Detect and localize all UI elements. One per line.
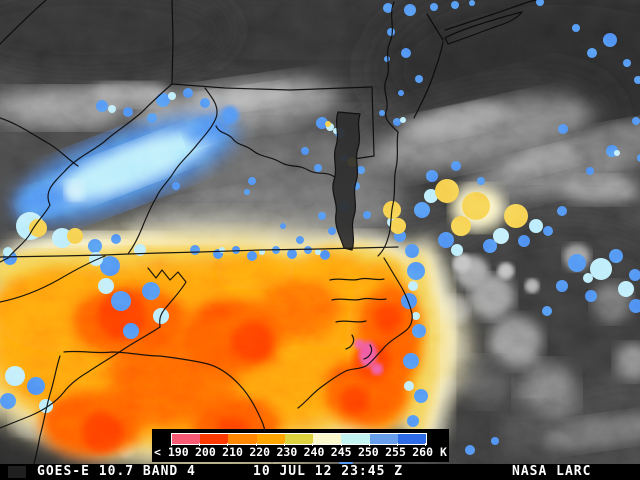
legend-tick-label: 220 <box>249 445 271 459</box>
legend-tick-label: 255 <box>385 445 406 459</box>
legend-tick-label: 260 K <box>412 445 447 459</box>
legend-tick-label: 210 <box>222 445 243 459</box>
legend-color-segment <box>200 434 229 444</box>
legend-color-segment <box>313 434 342 444</box>
legend-tick-marks <box>171 443 427 446</box>
legend-color-segment <box>172 434 201 444</box>
legend-color-segment <box>369 434 398 444</box>
legend-tick-labels: < 190 200 210 220 230 240 245 250 255 26… <box>154 446 447 459</box>
legend-color-segment <box>284 434 314 444</box>
legend-colorbar <box>171 433 427 445</box>
status-timestamp: 10 JUL 12 23:45 Z <box>253 464 404 479</box>
legend-tick-label: 200 <box>195 445 216 459</box>
legend-tick-label: 230 <box>276 445 298 459</box>
temperature-legend: < 190 200 210 220 230 240 245 250 255 26… <box>152 429 449 462</box>
legend-color-segment <box>256 434 285 444</box>
legend-tick-label: 240 <box>303 445 325 459</box>
legend-tick-label: 250 <box>357 445 379 459</box>
legend-tick-label: 245 <box>330 445 352 459</box>
legend-color-segment <box>341 434 370 444</box>
legend-tick-label: < 190 <box>154 445 189 459</box>
legend-color-segment <box>228 434 257 444</box>
cloud-texture-overlay <box>0 0 640 464</box>
satellite-image-canvas <box>0 0 640 464</box>
status-bar: GOES-E 10.7 BAND 4 10 JUL 12 23:45 Z NAS… <box>0 464 640 480</box>
state-borders <box>0 0 537 464</box>
satellite-map: < 190 200 210 220 230 240 245 250 255 26… <box>0 0 640 464</box>
status-logo-chip <box>8 466 26 478</box>
legend-color-segment <box>397 434 426 444</box>
status-credit: NASA LARC <box>512 464 592 479</box>
status-instrument: GOES-E 10.7 BAND 4 <box>37 464 196 479</box>
